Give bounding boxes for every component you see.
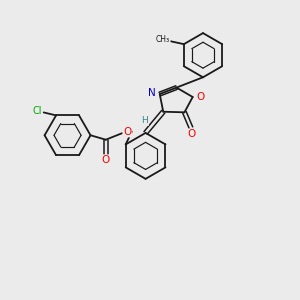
Text: N: N <box>148 88 156 98</box>
Text: O: O <box>102 155 110 165</box>
Text: O: O <box>123 127 131 137</box>
Text: Cl: Cl <box>32 106 42 116</box>
Text: CH₃: CH₃ <box>156 35 170 44</box>
Text: O: O <box>196 92 205 102</box>
Text: O: O <box>188 129 196 139</box>
Text: H: H <box>142 116 148 125</box>
